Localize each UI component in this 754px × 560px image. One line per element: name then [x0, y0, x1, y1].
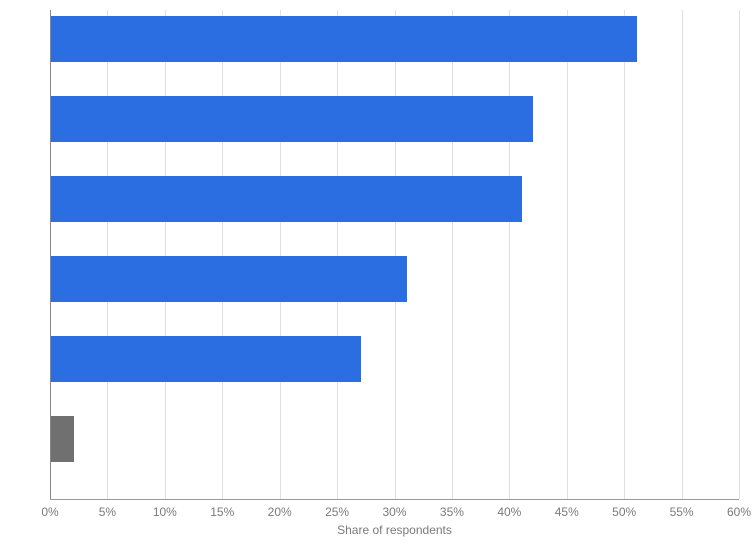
- bar-row: [50, 330, 739, 388]
- bar: [51, 96, 533, 142]
- bar: [51, 16, 637, 62]
- x-tick-label: 40%: [497, 505, 521, 519]
- x-tick-label: 10%: [153, 505, 177, 519]
- x-axis-label: Share of respondents: [337, 523, 452, 537]
- gridline: [739, 10, 740, 499]
- x-tick-label: 30%: [382, 505, 406, 519]
- bar: [51, 416, 74, 462]
- bar-row: [50, 10, 739, 68]
- bar-row: [50, 250, 739, 308]
- x-tick-label: 0%: [41, 505, 58, 519]
- x-tick-label: 20%: [268, 505, 292, 519]
- x-tick-label: 35%: [440, 505, 464, 519]
- bar: [51, 176, 522, 222]
- x-tick-label: 5%: [99, 505, 116, 519]
- bar: [51, 336, 361, 382]
- bar-row: [50, 170, 739, 228]
- x-tick-label: 55%: [670, 505, 694, 519]
- x-tick-label: 50%: [612, 505, 636, 519]
- x-tick-label: 25%: [325, 505, 349, 519]
- x-tick-label: 15%: [210, 505, 234, 519]
- x-tick-label: 60%: [727, 505, 751, 519]
- chart-container: 0% 5% 10% 15% 20% 25% 30% 35% 40% 45% 50% 55% 60% Sh…: [0, 0, 754, 560]
- x-tick-label: 45%: [555, 505, 579, 519]
- bar-row: [50, 410, 739, 468]
- bar-row: [50, 90, 739, 148]
- plot-area: 0%5%10%15%20%25%30%35%40%45%50%55%60% Sh…: [50, 10, 739, 500]
- y-axis-line: [50, 10, 51, 499]
- bar: [51, 256, 407, 302]
